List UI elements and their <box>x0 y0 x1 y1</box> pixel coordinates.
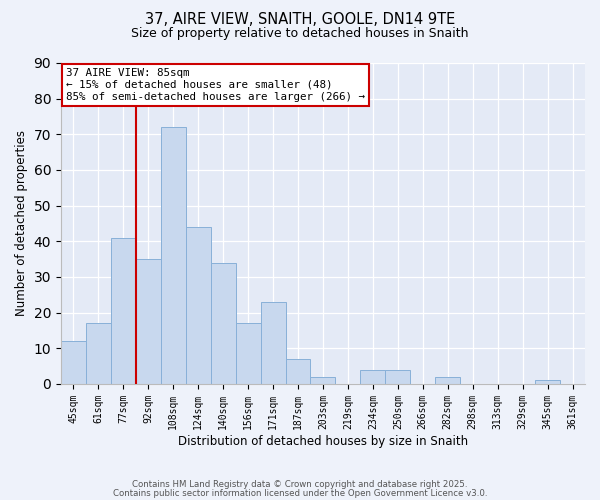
Bar <box>185 227 211 384</box>
Bar <box>385 370 410 384</box>
Bar <box>435 377 460 384</box>
Bar <box>161 127 185 384</box>
Bar <box>361 370 385 384</box>
Bar <box>136 259 161 384</box>
Y-axis label: Number of detached properties: Number of detached properties <box>15 130 28 316</box>
Text: 37, AIRE VIEW, SNAITH, GOOLE, DN14 9TE: 37, AIRE VIEW, SNAITH, GOOLE, DN14 9TE <box>145 12 455 28</box>
X-axis label: Distribution of detached houses by size in Snaith: Distribution of detached houses by size … <box>178 434 468 448</box>
Bar <box>211 262 236 384</box>
Bar <box>61 341 86 384</box>
Bar <box>310 377 335 384</box>
Bar <box>86 324 111 384</box>
Bar <box>286 359 310 384</box>
Text: Size of property relative to detached houses in Snaith: Size of property relative to detached ho… <box>131 28 469 40</box>
Bar <box>236 324 260 384</box>
Text: Contains HM Land Registry data © Crown copyright and database right 2025.: Contains HM Land Registry data © Crown c… <box>132 480 468 489</box>
Text: Contains public sector information licensed under the Open Government Licence v3: Contains public sector information licen… <box>113 489 487 498</box>
Text: 37 AIRE VIEW: 85sqm
← 15% of detached houses are smaller (48)
85% of semi-detach: 37 AIRE VIEW: 85sqm ← 15% of detached ho… <box>66 68 365 102</box>
Bar <box>535 380 560 384</box>
Bar <box>260 302 286 384</box>
Bar <box>111 238 136 384</box>
